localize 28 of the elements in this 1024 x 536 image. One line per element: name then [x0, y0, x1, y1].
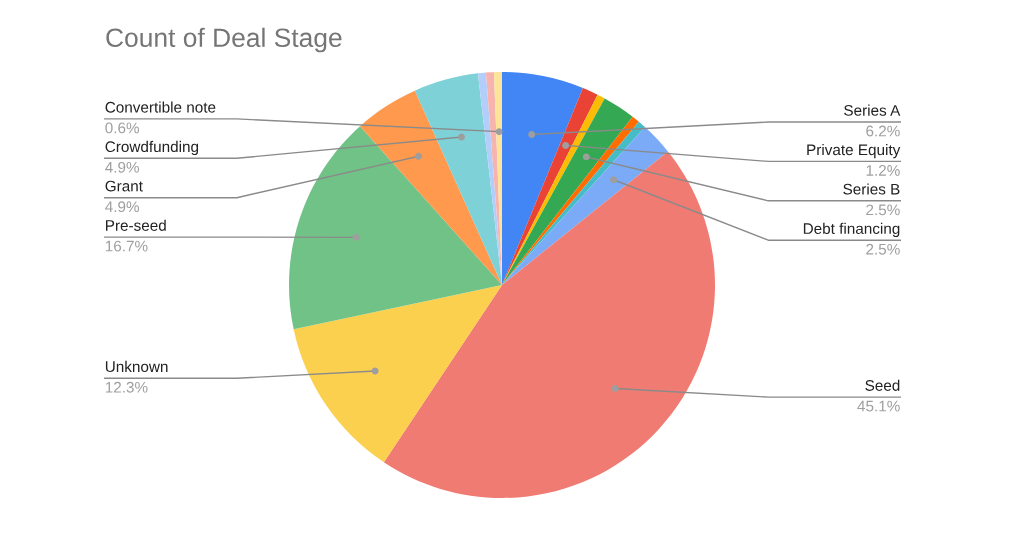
- pie-slice: [502, 72, 583, 285]
- data-label: 4.9%: [105, 201, 140, 213]
- data-label: 45.1%: [857, 400, 900, 412]
- data-label: 6.2%: [866, 125, 900, 137]
- pie-slice: [414, 73, 502, 285]
- slice-label: Crowdfunding: [105, 140, 199, 156]
- slice-label: Debt financing: [803, 222, 900, 238]
- slice-label: Series B: [843, 183, 900, 195]
- data-label: 2.5%: [866, 204, 900, 216]
- pie-slice: [383, 151, 715, 498]
- data-label: 1.2%: [866, 165, 900, 176]
- pie-slice: [293, 285, 502, 463]
- slice-label: Series A: [844, 104, 901, 116]
- data-label: 12.3%: [105, 381, 148, 393]
- slice-label: Seed: [865, 379, 900, 391]
- slice-label: Private Equity: [807, 143, 901, 159]
- pie-slice: [360, 90, 502, 285]
- chart-title: Count of Deal Stage: [106, 27, 342, 53]
- pie-slice: [289, 126, 502, 330]
- slice-label: Unknown: [105, 360, 168, 373]
- slice-label: Grant: [105, 180, 143, 192]
- slice-label: Convertible note: [105, 101, 216, 113]
- pie-slice: [502, 127, 668, 285]
- data-label: 16.7%: [105, 240, 148, 252]
- data-label: 2.5%: [866, 243, 900, 255]
- data-label: 0.6%: [105, 122, 140, 134]
- slice-label: Pre-seed: [106, 219, 166, 231]
- data-label: 4.9%: [105, 161, 140, 173]
